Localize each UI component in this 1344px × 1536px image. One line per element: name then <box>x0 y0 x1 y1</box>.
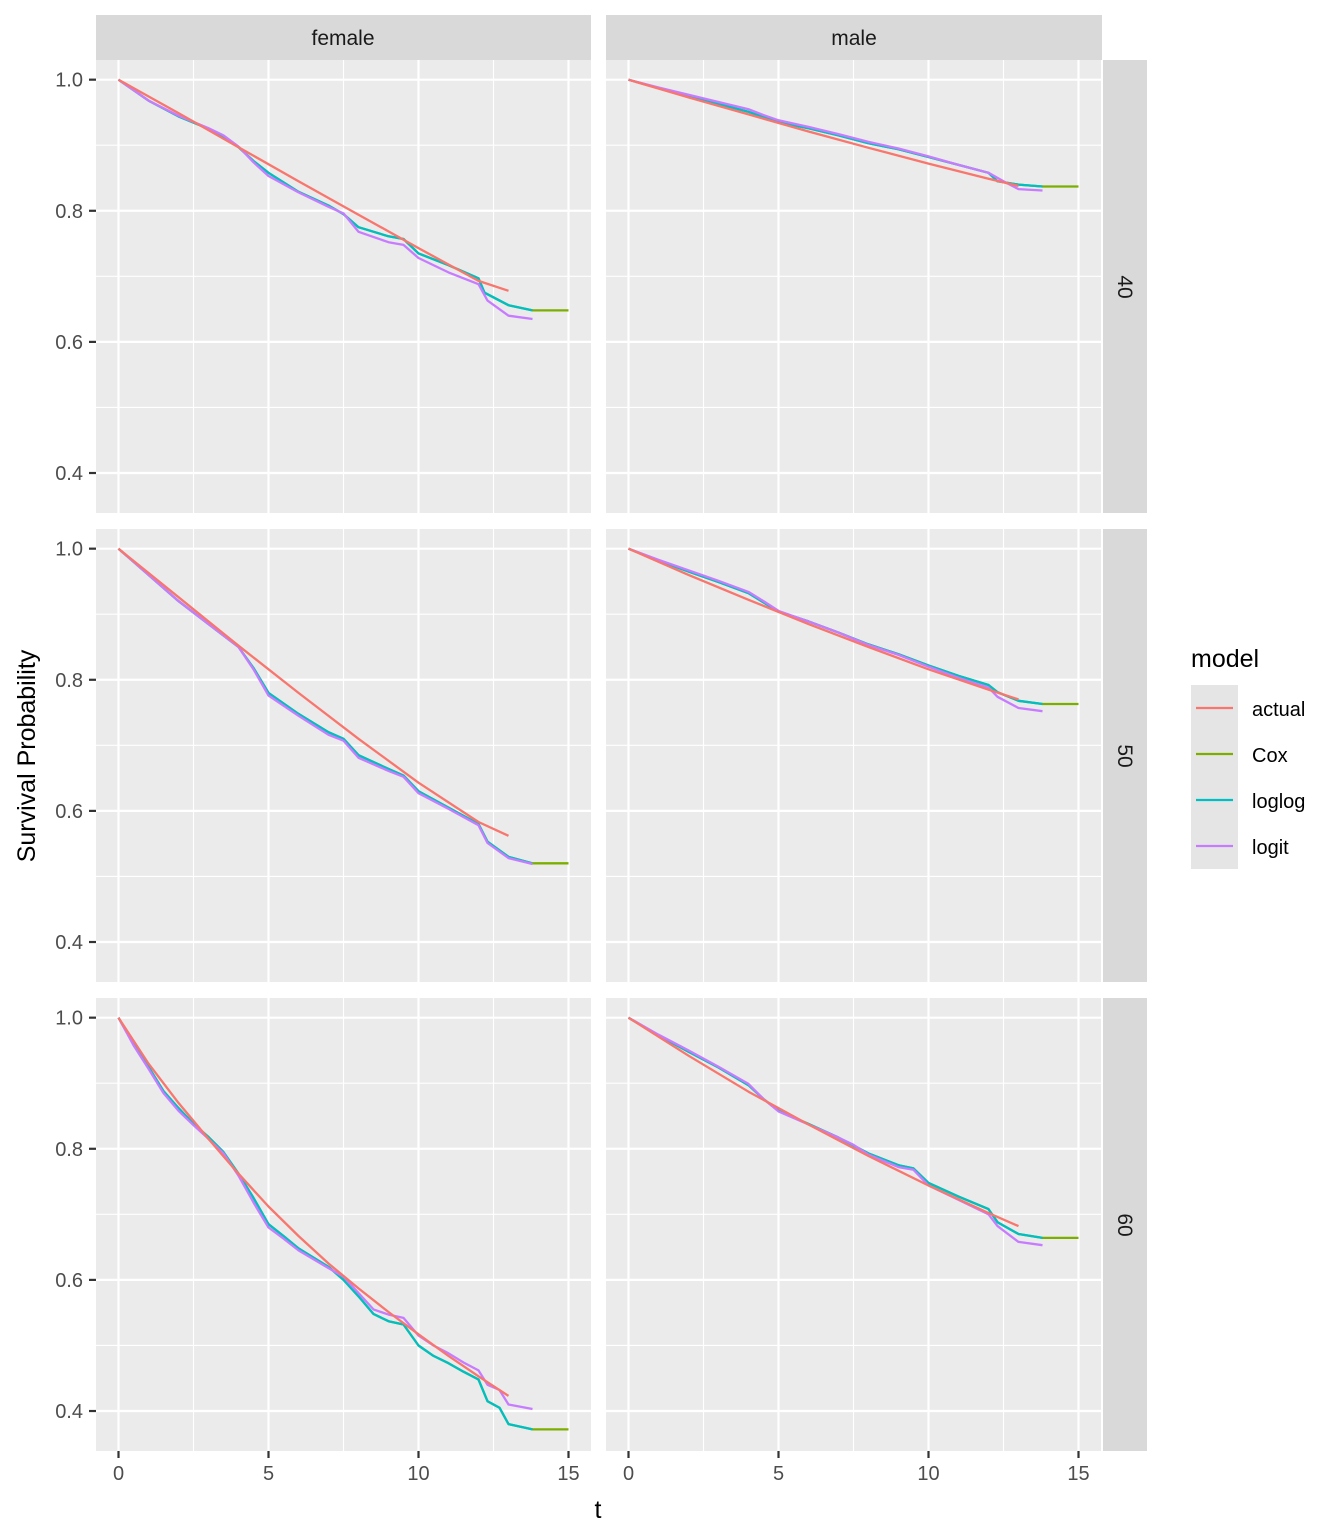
panel-male-40 <box>606 60 1101 513</box>
y-tick-label: 1.0 <box>55 539 83 561</box>
y-tick-label: 0.4 <box>55 1401 83 1423</box>
x-axis-title: t <box>595 1496 602 1524</box>
series-line-actual-male-60 <box>627 1016 1019 1228</box>
series-line-actual-female-40 <box>117 78 509 292</box>
x-tick-label: 0 <box>113 1463 124 1485</box>
panel-male-50 <box>606 529 1101 982</box>
x-tick-label: 15 <box>557 1463 579 1485</box>
strip-label-50: 50 <box>1113 744 1136 767</box>
legend-label-actual: actual <box>1252 699 1305 721</box>
panel-female-50 <box>96 529 591 982</box>
series-line-logit-male-40 <box>628 78 1043 192</box>
y-tick-label: 1.0 <box>55 1008 83 1030</box>
series-line-actual-female-60 <box>117 1017 510 1397</box>
panels-layer <box>96 60 1101 1451</box>
y-tick-label: 0.6 <box>55 801 83 823</box>
column-strips: female male <box>96 15 1102 60</box>
y-tick-label: 0.8 <box>55 1139 83 1161</box>
y-tick-label: 0.6 <box>55 1270 83 1292</box>
strip-50-bg <box>1103 529 1147 982</box>
legend-label-logit: logit <box>1252 837 1289 859</box>
strip-label-female: female <box>311 27 374 50</box>
x-tick-label: 15 <box>1067 1463 1089 1485</box>
panel-female-60 <box>96 998 591 1451</box>
panel-male-60 <box>606 998 1101 1451</box>
strip-label-60: 60 <box>1113 1213 1136 1236</box>
x-tick-label: 5 <box>773 1463 784 1485</box>
y-axis-title: Survival Probability <box>13 649 41 862</box>
x-tick-label: 10 <box>917 1463 939 1485</box>
panel-female-40 <box>96 60 591 513</box>
y-tick-label: 0.4 <box>55 932 83 954</box>
x-tick-label: 5 <box>263 1463 274 1485</box>
legend-title: model <box>1191 645 1259 673</box>
x-axes: 0 5 10 15 0 5 10 15 <box>113 1451 1090 1485</box>
strip-female-bg <box>96 15 591 60</box>
x-tick-label: 0 <box>623 1463 634 1485</box>
series-line-logit-female-40 <box>117 78 533 321</box>
series-line-logit-female-50 <box>117 547 533 866</box>
series-line-logit-male-60 <box>627 1016 1043 1247</box>
strip-60-bg <box>1103 998 1147 1451</box>
series-line-actual-female-50 <box>117 547 509 837</box>
strip-male-bg <box>606 15 1102 60</box>
strip-40-bg <box>1103 60 1147 513</box>
x-tick-label: 10 <box>407 1463 429 1485</box>
series-line-logit-female-60 <box>117 1017 533 1411</box>
y-tick-label: 0.8 <box>55 201 83 223</box>
y-axes: 0.4 0.6 0.8 1.0 0.4 0.6 0.8 1.0 0.4 0.6 0.8 1.0 <box>55 70 96 1423</box>
legend-label-cox: Cox <box>1252 745 1288 767</box>
legend-key-background <box>1191 685 1238 869</box>
legend-label-loglog: loglog <box>1252 791 1305 813</box>
y-tick-label: 0.4 <box>55 463 83 485</box>
series-line-actual-male-40 <box>628 78 1019 188</box>
row-strips: 40 50 60 <box>1103 60 1147 1451</box>
y-tick-label: 1.0 <box>55 70 83 92</box>
legend: model actual Cox loglog logit <box>1191 645 1305 869</box>
y-tick-label: 0.6 <box>55 332 83 354</box>
y-tick-label: 0.8 <box>55 670 83 692</box>
series-line-actual-male-50 <box>628 547 1019 701</box>
strip-label-male: male <box>831 27 877 50</box>
strip-label-40: 40 <box>1113 275 1136 298</box>
